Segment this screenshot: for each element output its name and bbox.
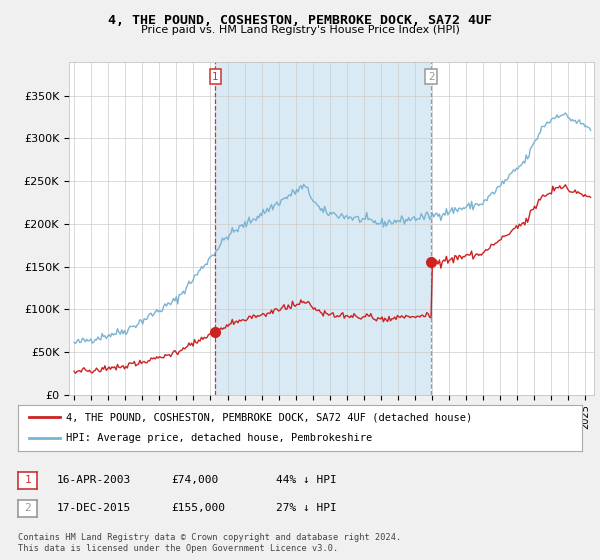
Text: Contains HM Land Registry data © Crown copyright and database right 2024.
This d: Contains HM Land Registry data © Crown c… bbox=[18, 533, 401, 553]
Text: 1: 1 bbox=[24, 475, 31, 486]
Text: 17-DEC-2015: 17-DEC-2015 bbox=[57, 503, 131, 514]
Bar bbox=[215, 62, 431, 395]
Text: 2: 2 bbox=[428, 72, 434, 82]
Text: HPI: Average price, detached house, Pembrokeshire: HPI: Average price, detached house, Pemb… bbox=[66, 433, 372, 444]
Text: 2: 2 bbox=[24, 503, 31, 514]
Text: 4, THE POUND, COSHESTON, PEMBROKE DOCK, SA72 4UF (detached house): 4, THE POUND, COSHESTON, PEMBROKE DOCK, … bbox=[66, 412, 472, 422]
Text: 1: 1 bbox=[212, 72, 219, 82]
Text: £155,000: £155,000 bbox=[171, 503, 225, 514]
Text: £74,000: £74,000 bbox=[171, 475, 218, 486]
Text: 44% ↓ HPI: 44% ↓ HPI bbox=[276, 475, 337, 486]
Text: 4, THE POUND, COSHESTON, PEMBROKE DOCK, SA72 4UF: 4, THE POUND, COSHESTON, PEMBROKE DOCK, … bbox=[108, 14, 492, 27]
Text: Price paid vs. HM Land Registry's House Price Index (HPI): Price paid vs. HM Land Registry's House … bbox=[140, 25, 460, 35]
Text: 16-APR-2003: 16-APR-2003 bbox=[57, 475, 131, 486]
Text: 27% ↓ HPI: 27% ↓ HPI bbox=[276, 503, 337, 514]
